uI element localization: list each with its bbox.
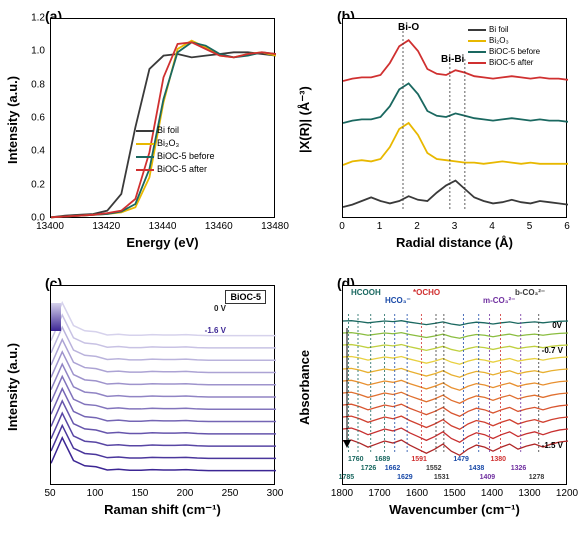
peak-num: 1662 bbox=[385, 465, 401, 472]
panel-a: (a) Bi foilBi₂O₃BiOC-5 beforeBiOC-5 afte… bbox=[0, 0, 292, 267]
legend-b: Bi foilBi₂O₃BiOC-5 beforeBiOC-5 after bbox=[468, 24, 540, 68]
peak-num: 1380 bbox=[491, 456, 507, 463]
peak-num: 1760 bbox=[348, 456, 364, 463]
xlabel-d: Wavencumber (cm⁻¹) bbox=[342, 502, 567, 518]
plot-c: BiOC-5 0 V -1.6 V bbox=[50, 285, 275, 485]
legend-item: BiOC-5 after bbox=[468, 57, 540, 68]
plot-a: Bi foilBi₂O₃BiOC-5 beforeBiOC-5 after bbox=[50, 18, 275, 218]
peak-num: 1278 bbox=[529, 474, 545, 481]
panel-c: (c) BiOC-5 0 V -1.6 V Raman shift (cm⁻¹)… bbox=[0, 267, 292, 534]
xlabel-a: Energy (eV) bbox=[50, 235, 275, 250]
panel-b: (b) Bi foilBi₂O₃BiOC-5 beforeBiOC-5 afte… bbox=[292, 0, 584, 267]
legend-item: Bi foil bbox=[468, 24, 540, 35]
xlabel-c: Raman shift (cm⁻¹) bbox=[50, 502, 275, 518]
peak-num: 1591 bbox=[411, 456, 427, 463]
panel-d: (d) HCOOHHCO₃⁻*OCHOm-CO₃²⁻b-CO₃²⁻ 176017… bbox=[292, 267, 584, 534]
vtop-c: 0 V bbox=[214, 304, 226, 313]
vtop-d: 0V bbox=[552, 321, 562, 330]
legend-item: Bi₂O₃ bbox=[468, 35, 540, 46]
vbot-d: -1.5 V bbox=[542, 441, 563, 450]
ylabel-c: Intensity (a.u.) bbox=[5, 317, 20, 457]
legend-item: BiOC-5 after bbox=[136, 163, 215, 176]
peak-bibi: Bi-Bi bbox=[441, 54, 464, 65]
legend-item: Bi₂O₃ bbox=[136, 137, 215, 150]
peak-num: 1438 bbox=[469, 465, 485, 472]
peak-num: 1326 bbox=[511, 465, 527, 472]
peak-num: 1726 bbox=[361, 465, 377, 472]
ylabel-d: Absorbance bbox=[297, 317, 312, 457]
peak-num: 1629 bbox=[397, 474, 413, 481]
peak-num: 1552 bbox=[426, 465, 442, 472]
peak-num: 1409 bbox=[480, 474, 496, 481]
peak-num: 1785 bbox=[339, 474, 355, 481]
peak-num: 1689 bbox=[375, 456, 391, 463]
legend-item: BiOC-5 before bbox=[136, 150, 215, 163]
plot-d: HCOOH HCO₃⁻*OCHO m-CO₃²⁻b-CO₃²⁻ 1760 1726 17… bbox=[342, 285, 567, 485]
peak-num: 1531 bbox=[434, 474, 450, 481]
legend-a: Bi foilBi₂O₃BiOC-5 beforeBiOC-5 after bbox=[136, 124, 215, 176]
species-label: b-CO₃²⁻ bbox=[515, 288, 545, 297]
vmid-d: -0.7 V bbox=[542, 346, 563, 355]
vbot-c: -1.6 V bbox=[205, 326, 226, 335]
species-label: HCOOH bbox=[351, 288, 381, 297]
species-label: HCO₃⁻ bbox=[385, 296, 411, 305]
species-label: m-CO₃²⁻ bbox=[483, 296, 515, 305]
legend-item: Bi foil bbox=[136, 124, 215, 137]
species-label: *OCHO bbox=[413, 288, 440, 297]
ylabel-a: Intensity (a.u.) bbox=[5, 50, 20, 190]
xlabel-b: Radial distance (Å) bbox=[342, 235, 567, 250]
peak-bio: Bi-O bbox=[398, 22, 419, 33]
ylabel-b: |X(R)| (Å⁻³) bbox=[297, 50, 312, 190]
legend-item: BiOC-5 before bbox=[468, 46, 540, 57]
plot-b: Bi foilBi₂O₃BiOC-5 beforeBiOC-5 after Bi… bbox=[342, 18, 567, 218]
tag-c: BiOC-5 bbox=[225, 290, 266, 304]
peak-num: 1479 bbox=[453, 456, 469, 463]
